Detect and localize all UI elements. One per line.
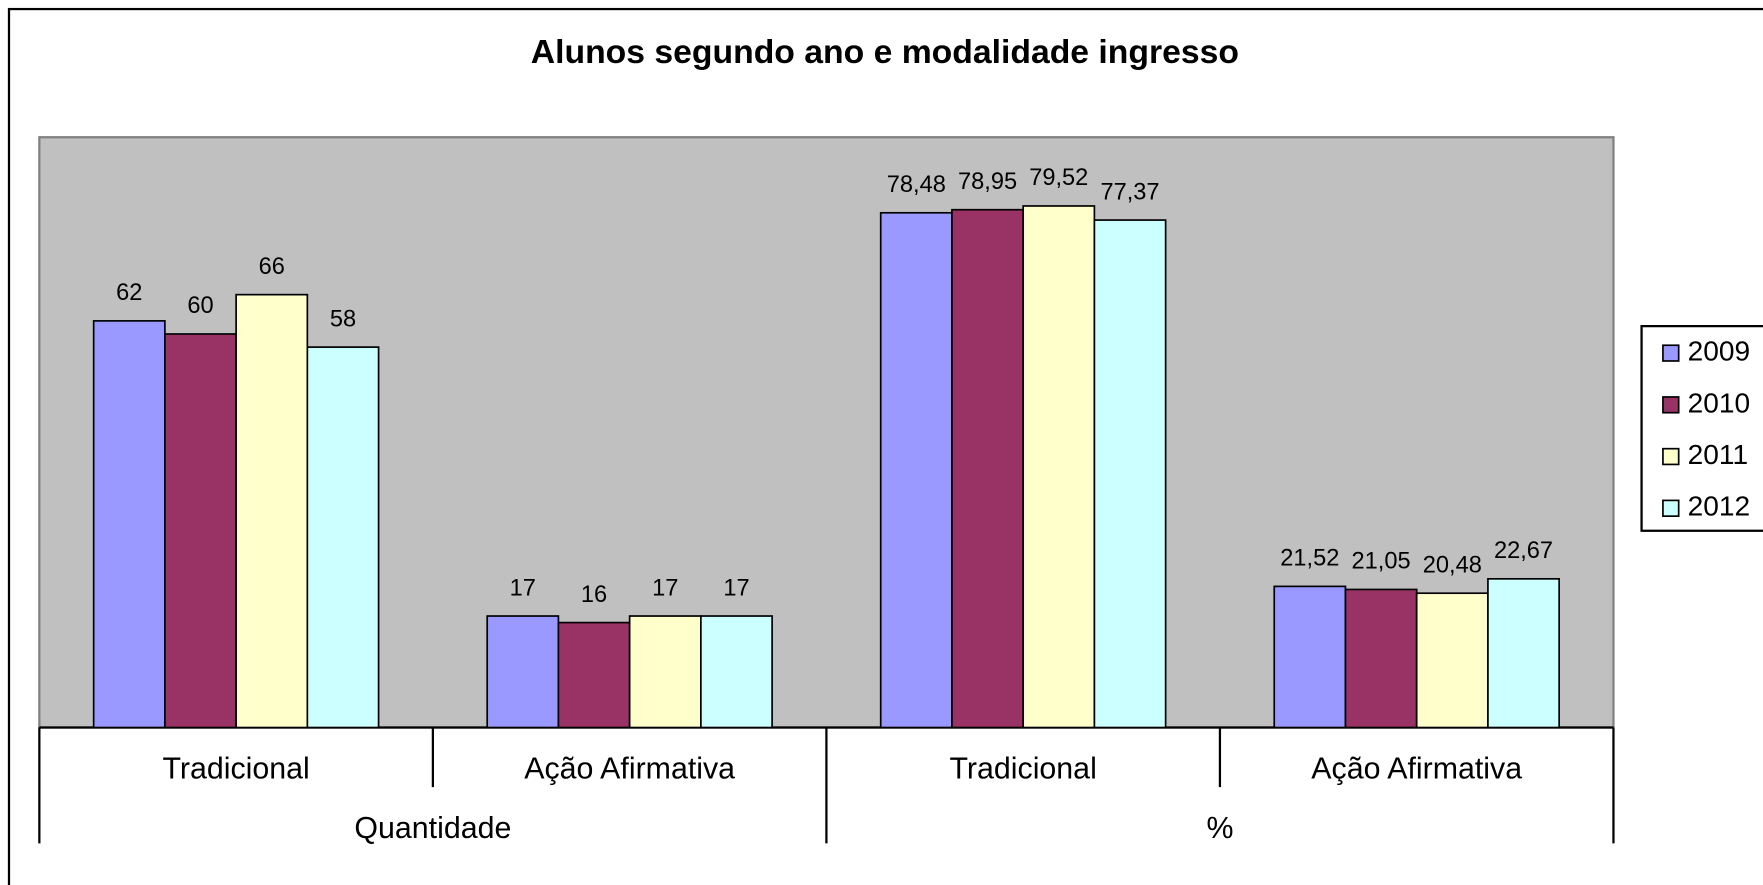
data-label: 79,52	[1029, 165, 1088, 191]
data-label: 17	[510, 575, 536, 601]
bar	[1093, 219, 1167, 729]
chart-title: Alunos segundo ano e modalidade ingresso	[531, 33, 1239, 71]
bar	[557, 621, 631, 729]
data-label: 78,48	[887, 172, 946, 198]
bar	[235, 293, 309, 729]
bar	[951, 208, 1025, 729]
data-label: 77,37	[1100, 179, 1159, 205]
bar	[306, 346, 380, 729]
data-label: 17	[723, 575, 749, 601]
x-tick-label: Tradicional	[950, 752, 1097, 785]
x-tick-label: Ação Afirmativa	[524, 752, 735, 785]
data-label: 66	[259, 254, 285, 280]
bar	[1022, 205, 1096, 729]
legend-swatch	[1662, 344, 1680, 362]
bar	[1415, 592, 1489, 729]
group-label: Quantidade	[354, 812, 511, 845]
group-label: %	[1206, 812, 1233, 845]
data-label: 22,67	[1494, 538, 1553, 564]
data-label: 17	[652, 575, 678, 601]
data-label: 62	[116, 280, 142, 306]
data-label: 78,95	[958, 169, 1017, 195]
data-label: 60	[187, 293, 213, 319]
data-label: 20,48	[1423, 552, 1482, 578]
bar	[486, 615, 560, 729]
bar	[1344, 588, 1418, 729]
data-label: 21,52	[1280, 546, 1339, 572]
legend-swatch	[1662, 447, 1680, 466]
data-label: 16	[581, 582, 607, 608]
bar	[879, 211, 953, 729]
x-tick-label: Tradicional	[162, 752, 309, 785]
legend	[1640, 325, 1763, 532]
bar	[700, 615, 773, 729]
legend-label: 2010	[1688, 387, 1751, 418]
legend-label: 2009	[1688, 336, 1751, 367]
data-label: 21,05	[1352, 549, 1411, 575]
legend-swatch	[1662, 499, 1680, 517]
bar	[1487, 577, 1560, 729]
bar	[628, 615, 702, 729]
data-label: 58	[330, 306, 356, 332]
x-tick-label: Ação Afirmativa	[1311, 752, 1522, 785]
bar	[1273, 585, 1347, 729]
legend-label: 2012	[1688, 491, 1751, 522]
legend-label: 2011	[1688, 439, 1748, 470]
bar	[92, 320, 166, 729]
bar	[164, 333, 237, 729]
legend-swatch	[1662, 396, 1680, 414]
